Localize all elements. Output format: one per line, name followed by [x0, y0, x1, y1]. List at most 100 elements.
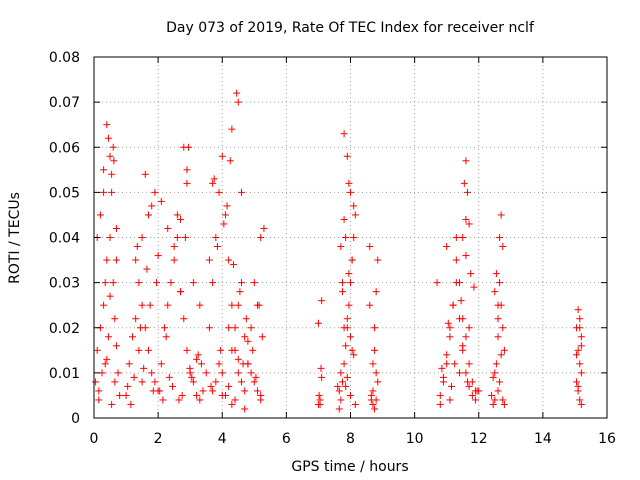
x-tick-label: 0 — [90, 431, 99, 447]
data-point — [576, 324, 584, 332]
data-point — [371, 346, 379, 354]
data-point — [577, 369, 585, 377]
y-axis-label: ROTI / TECUs — [7, 192, 23, 284]
y-tick-label: 0 — [71, 411, 80, 427]
x-tick-label: 2 — [154, 431, 163, 447]
x-tick-label: 6 — [282, 431, 291, 447]
data-point — [500, 346, 508, 354]
data-point — [218, 391, 226, 399]
data-point — [337, 396, 345, 404]
data-point — [459, 342, 467, 350]
data-point — [180, 315, 188, 323]
data-point — [112, 342, 120, 350]
data-point — [223, 202, 231, 210]
data-point — [473, 387, 481, 395]
data-point — [169, 382, 177, 390]
data-point — [183, 346, 191, 354]
data-point — [234, 98, 242, 106]
data-point — [215, 360, 223, 368]
data-point — [194, 351, 202, 359]
data-point — [494, 333, 502, 341]
data-point — [241, 333, 249, 341]
data-point — [250, 378, 258, 386]
data-point — [159, 396, 167, 404]
data-point — [497, 351, 505, 359]
data-point — [464, 378, 472, 386]
data-point — [164, 301, 172, 309]
data-point — [462, 369, 470, 377]
data-point — [175, 396, 183, 404]
data-point — [100, 166, 108, 174]
data-point — [108, 400, 116, 408]
data-point — [143, 265, 151, 273]
data-point — [250, 279, 258, 287]
data-point — [112, 224, 120, 232]
data-point — [103, 355, 111, 363]
data-point — [220, 220, 228, 228]
data-point — [212, 234, 220, 241]
data-point — [452, 256, 460, 264]
data-point — [218, 152, 226, 160]
data-point — [350, 351, 358, 359]
data-point — [351, 400, 359, 408]
data-point — [205, 324, 213, 332]
data-point — [438, 364, 446, 372]
y-tick-label: 0.02 — [49, 321, 80, 337]
data-point — [489, 400, 497, 408]
data-point — [576, 360, 584, 368]
y-tick-label: 0.08 — [49, 50, 80, 66]
data-point — [499, 396, 507, 404]
data-point — [104, 134, 112, 142]
data-point — [165, 373, 173, 381]
data-point — [340, 360, 348, 368]
data-point — [573, 351, 581, 359]
data-point — [468, 391, 476, 399]
data-point — [247, 369, 255, 377]
data-point — [340, 130, 348, 138]
x-tick-labels: 0 2 4 6 8 10 12 14 16 — [90, 431, 616, 447]
data-point — [237, 279, 245, 287]
data-point — [196, 396, 204, 404]
x-tick-label: 10 — [406, 431, 424, 447]
data-point — [196, 301, 204, 309]
data-point — [162, 333, 170, 341]
data-point — [106, 152, 114, 160]
data-point — [345, 270, 353, 278]
data-point — [101, 360, 109, 368]
data-point — [257, 234, 265, 241]
data-point — [499, 324, 507, 332]
data-point — [228, 301, 236, 309]
data-point — [141, 170, 149, 178]
axis-ticks — [93, 56, 608, 419]
data-point — [173, 234, 181, 241]
y-tick-label: 0.07 — [49, 95, 80, 111]
data-point — [109, 279, 117, 287]
data-point — [573, 378, 581, 386]
data-point — [231, 396, 239, 404]
data-point — [138, 301, 146, 309]
x-axis-label: GPS time / hours — [291, 459, 408, 475]
data-point — [342, 342, 350, 350]
data-point — [439, 373, 447, 381]
data-point — [367, 396, 375, 404]
data-point — [249, 346, 257, 354]
x-tick-label: 8 — [346, 431, 355, 447]
data-point — [170, 256, 178, 264]
data-point — [170, 243, 178, 251]
data-point — [110, 157, 118, 165]
data-point — [459, 315, 467, 323]
data-point — [335, 405, 343, 413]
data-point — [103, 121, 111, 129]
data-point — [488, 391, 496, 399]
data-point — [136, 324, 144, 332]
data-point — [205, 256, 213, 264]
data-point — [228, 400, 236, 408]
data-point — [95, 396, 103, 404]
data-point — [258, 333, 266, 341]
data-point — [372, 369, 380, 377]
data-point — [254, 387, 262, 395]
data-point — [472, 396, 480, 404]
data-point — [157, 197, 165, 205]
data-point — [443, 351, 451, 359]
data-point — [167, 279, 175, 287]
